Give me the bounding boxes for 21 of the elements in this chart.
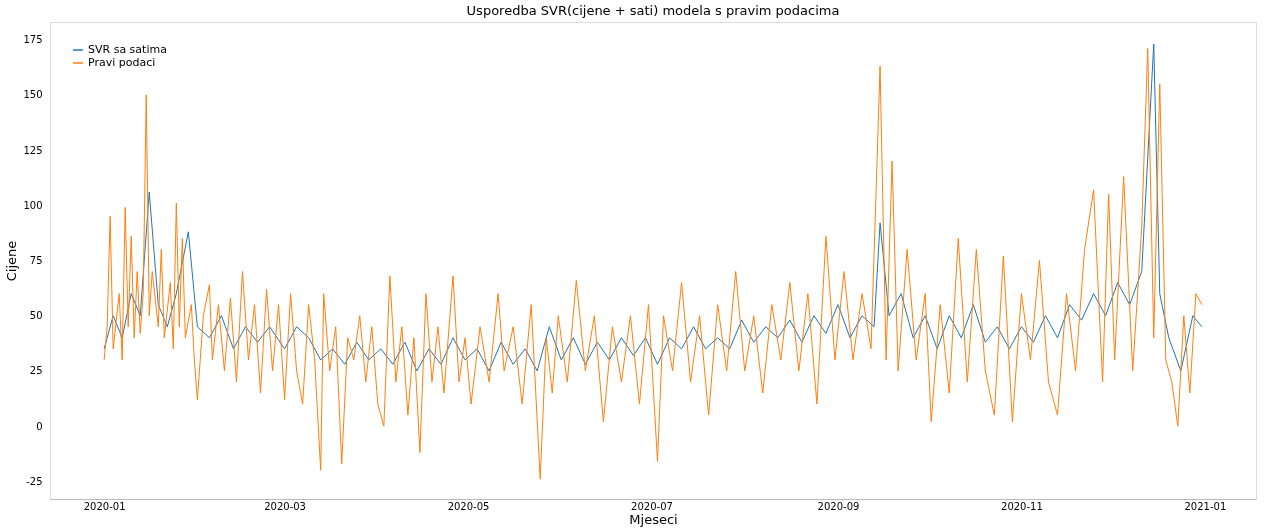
chart-title: Usporedba SVR(cijene + sati) modela s pravim podacima: [466, 3, 840, 18]
y-tick-label: 100: [23, 199, 43, 211]
x-tick-label: 2020-11: [1001, 500, 1043, 512]
y-tick-label: 75: [29, 255, 43, 266]
y-tick-label: 150: [23, 89, 43, 101]
legend-label: Pravi podaci: [88, 56, 156, 69]
x-tick-label: 2020-09: [817, 500, 860, 512]
y-tick-label: 125: [23, 144, 43, 156]
y-axis-title: Cijene: [4, 240, 20, 282]
legend-label: SVR sa satima: [88, 43, 167, 56]
y-tick-label: 25: [29, 365, 43, 377]
y-tick-label: -25: [26, 475, 43, 487]
x-tick-label: 2020-05: [447, 500, 490, 512]
y-tick-label: 175: [23, 34, 43, 46]
x-tick-label: 2021-01: [1184, 500, 1227, 512]
x-axis-title: Mjeseci: [629, 511, 678, 527]
x-tick-label: 2020-03: [264, 500, 306, 512]
y-tick-label: 50: [29, 310, 43, 322]
x-tick-label: 2020-01: [83, 500, 126, 512]
y-tick-label: 0: [36, 420, 43, 432]
x-tick-label: 2020-07: [631, 500, 673, 512]
